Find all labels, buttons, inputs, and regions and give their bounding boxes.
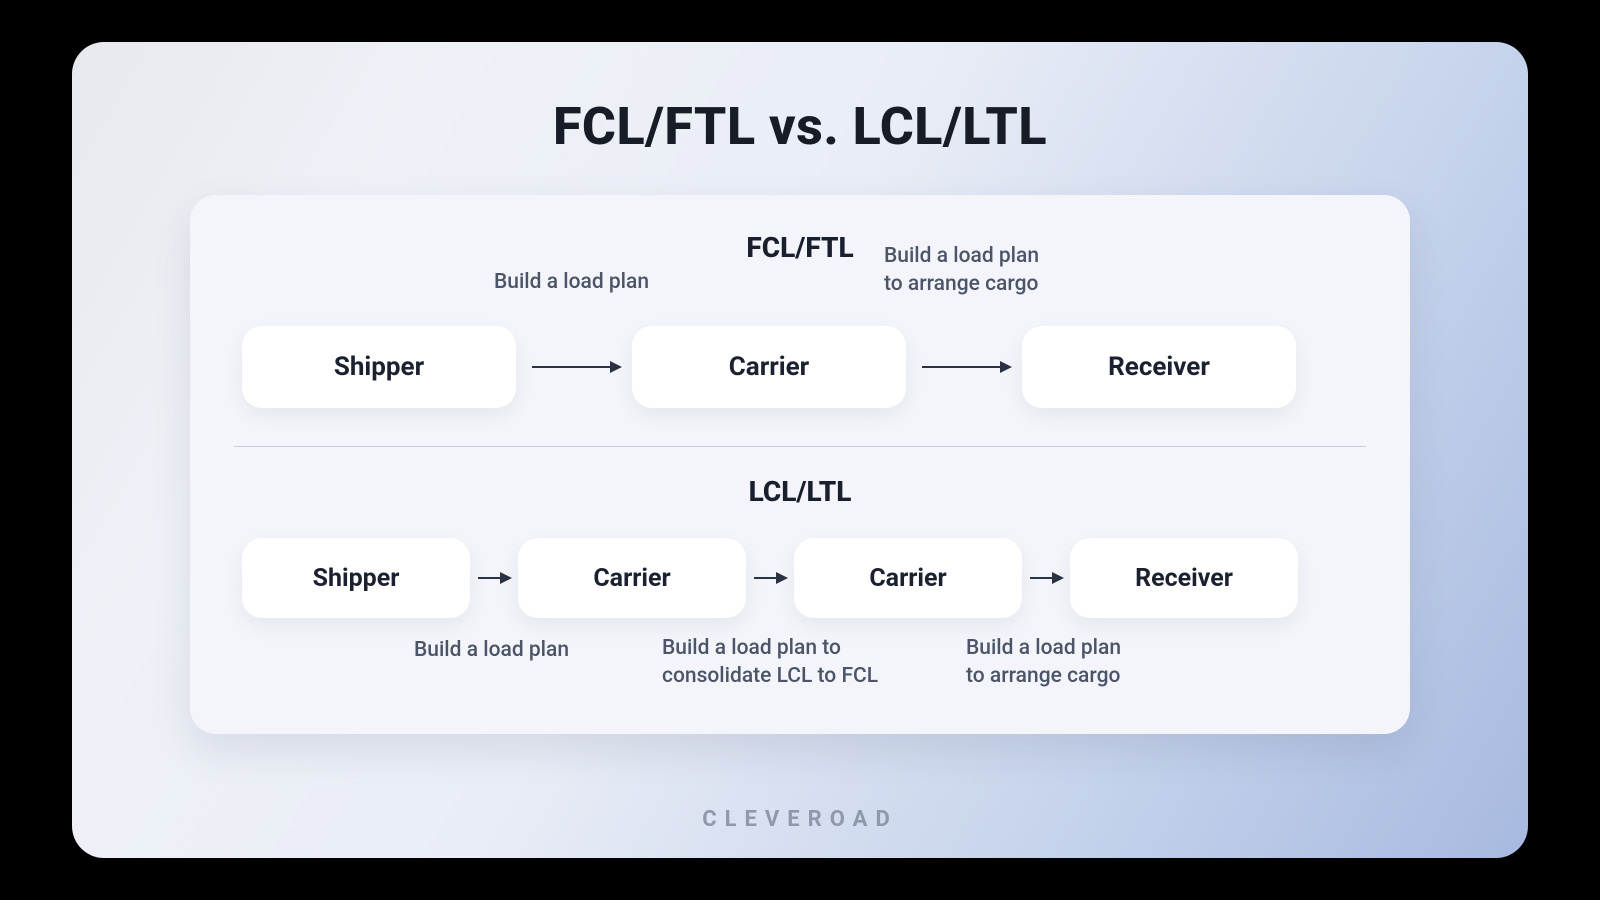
pill-bottom-carrier-1: Carrier <box>518 538 746 618</box>
page-title: FCL/FTL vs. LCL/LTL <box>128 96 1472 157</box>
section-divider <box>234 446 1366 447</box>
arrow-bottom-2 <box>1030 572 1064 584</box>
caption-top-0: Build a load plan <box>494 268 649 296</box>
pill-bottom-receiver: Receiver <box>1070 538 1298 618</box>
pill-top-receiver: Receiver <box>1022 326 1296 408</box>
brand-footer: CLEVEROAD <box>72 807 1528 832</box>
caption-bottom-0: Build a load plan <box>414 636 569 664</box>
pill-top-carrier: Carrier <box>632 326 906 408</box>
flow-bottom: Shipper Carrier Carrier Receiver Build a… <box>234 520 1366 690</box>
flow-top: Build a load plan Build a load plan to a… <box>234 272 1366 422</box>
section-title-top: FCL/FTL <box>234 231 1366 264</box>
arrow-bottom-0 <box>478 572 512 584</box>
caption-bottom-2: Build a load plan to arrange cargo <box>966 634 1121 691</box>
caption-top-1: Build a load plan to arrange cargo <box>884 242 1039 299</box>
caption-bottom-1: Build a load plan to consolidate LCL to … <box>662 634 878 691</box>
arrow-bottom-1 <box>754 572 788 584</box>
arrow-top-1 <box>922 361 1012 373</box>
section-title-bottom: LCL/LTL <box>234 475 1366 508</box>
pill-bottom-shipper: Shipper <box>242 538 470 618</box>
diagram-canvas: FCL/FTL vs. LCL/LTL FCL/FTL Build a load… <box>72 42 1528 858</box>
pill-bottom-carrier-2: Carrier <box>794 538 1022 618</box>
diagram-card: FCL/FTL Build a load plan Build a load p… <box>190 195 1410 734</box>
arrow-top-0 <box>532 361 622 373</box>
pill-top-shipper: Shipper <box>242 326 516 408</box>
